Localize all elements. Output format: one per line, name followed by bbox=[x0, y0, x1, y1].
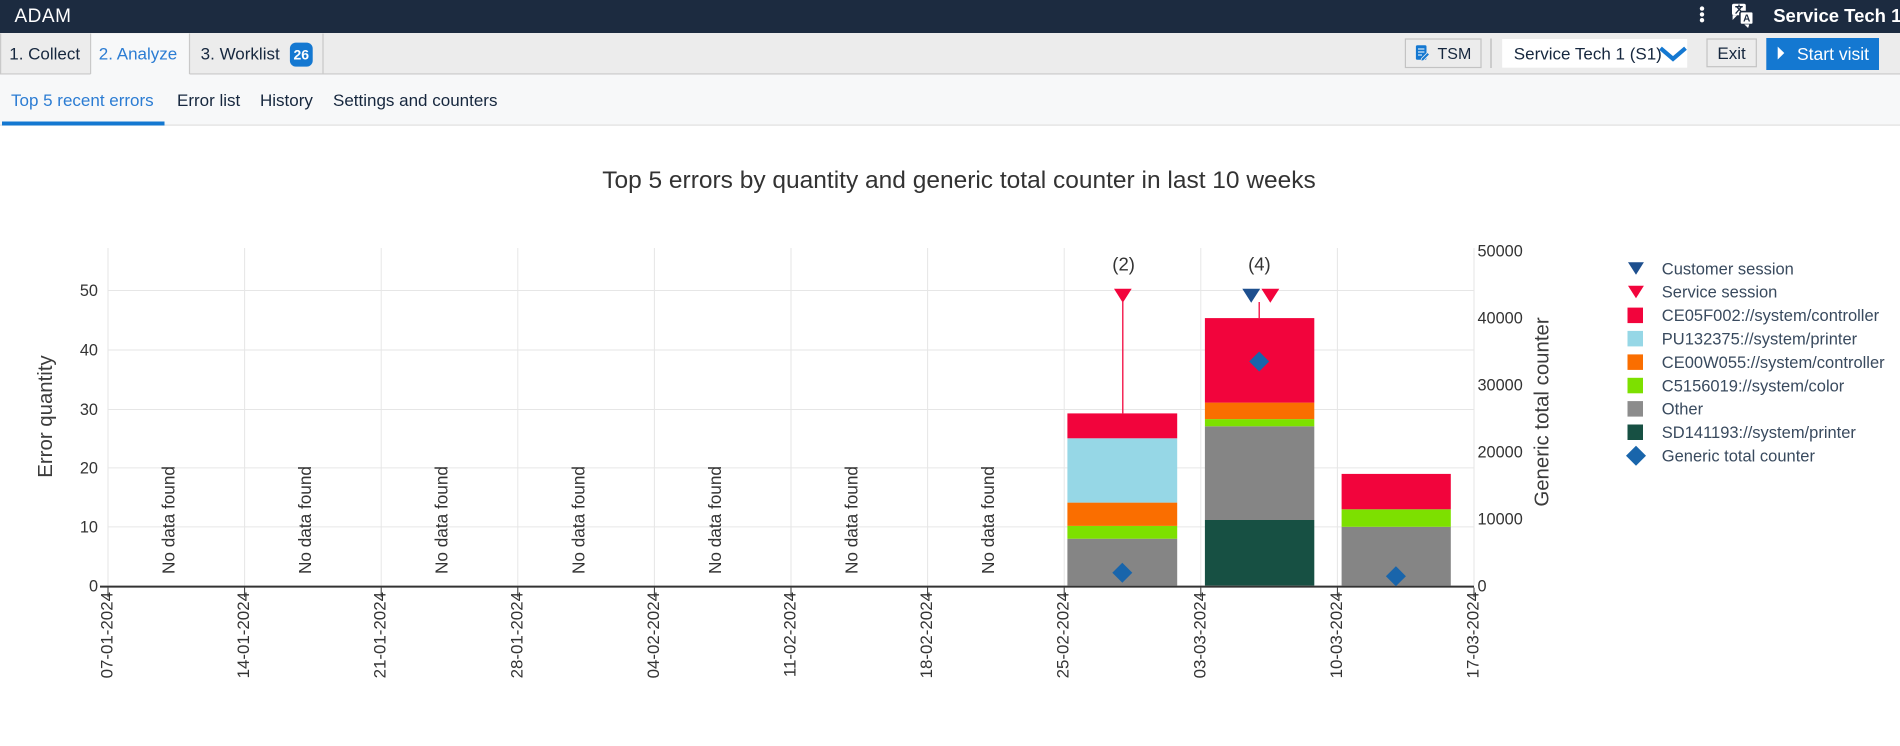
svg-text:No data found: No data found bbox=[978, 466, 998, 574]
svg-text:40: 40 bbox=[80, 342, 98, 360]
svg-text:17-03-2024: 17-03-2024 bbox=[1464, 592, 1483, 678]
svg-text:(4): (4) bbox=[1248, 254, 1271, 275]
svg-text:Top 5 errors by quantity and g: Top 5 errors by quantity and generic tot… bbox=[602, 167, 1316, 194]
svg-text:07-01-2024: 07-01-2024 bbox=[98, 592, 117, 678]
svg-text:Other: Other bbox=[1662, 401, 1704, 419]
svg-text:Service Tech 1 (S1): Service Tech 1 (S1) bbox=[1514, 45, 1662, 64]
svg-text:No data found: No data found bbox=[842, 466, 862, 574]
svg-text:A: A bbox=[1743, 14, 1750, 25]
svg-text:20000: 20000 bbox=[1478, 443, 1523, 461]
svg-text:0: 0 bbox=[89, 577, 98, 595]
svg-text:PU132375://system/printer: PU132375://system/printer bbox=[1662, 331, 1858, 349]
svg-text:21-01-2024: 21-01-2024 bbox=[371, 592, 390, 678]
svg-text:10-03-2024: 10-03-2024 bbox=[1327, 592, 1346, 678]
svg-text:CE05F002://system/controller: CE05F002://system/controller bbox=[1662, 307, 1880, 325]
svg-text:C5156019://system/color: C5156019://system/color bbox=[1662, 377, 1845, 395]
svg-text:10: 10 bbox=[80, 519, 98, 537]
svg-text:10000: 10000 bbox=[1478, 510, 1523, 528]
svg-text:18-02-2024: 18-02-2024 bbox=[917, 592, 936, 678]
svg-text:ADAM: ADAM bbox=[15, 6, 72, 27]
svg-text:26: 26 bbox=[294, 47, 310, 63]
svg-text:No data found: No data found bbox=[432, 466, 452, 574]
svg-text:No data found: No data found bbox=[568, 466, 588, 574]
svg-text:1. Collect: 1. Collect bbox=[9, 45, 80, 64]
svg-text:(2): (2) bbox=[1112, 254, 1135, 275]
svg-text:CE00W055://system/controller: CE00W055://system/controller bbox=[1662, 354, 1885, 372]
svg-text:2. Analyze: 2. Analyze bbox=[99, 45, 177, 64]
svg-text:Start visit: Start visit bbox=[1797, 44, 1869, 64]
svg-text:No data found: No data found bbox=[705, 466, 725, 574]
svg-text:Error quantity: Error quantity bbox=[35, 355, 57, 478]
svg-text:50: 50 bbox=[80, 282, 98, 300]
svg-text:TSM: TSM bbox=[1438, 46, 1472, 63]
svg-text:No data found: No data found bbox=[159, 466, 179, 574]
svg-text:28-01-2024: 28-01-2024 bbox=[507, 592, 526, 678]
svg-text:25-02-2024: 25-02-2024 bbox=[1054, 592, 1073, 678]
svg-text:20: 20 bbox=[80, 460, 98, 478]
svg-text:Customer session: Customer session bbox=[1662, 260, 1794, 278]
svg-text:14-01-2024: 14-01-2024 bbox=[234, 592, 253, 678]
svg-text:0: 0 bbox=[1478, 577, 1487, 595]
svg-text:11-02-2024: 11-02-2024 bbox=[781, 592, 800, 677]
svg-text:Service session: Service session bbox=[1662, 284, 1778, 302]
svg-text:3. Worklist: 3. Worklist bbox=[201, 45, 280, 64]
svg-text:03-03-2024: 03-03-2024 bbox=[1190, 592, 1209, 678]
svg-text:Error list: Error list bbox=[177, 91, 241, 110]
svg-text:30: 30 bbox=[80, 401, 98, 419]
svg-text:Settings and counters: Settings and counters bbox=[333, 91, 497, 110]
svg-text:History: History bbox=[260, 91, 313, 110]
svg-text:30000: 30000 bbox=[1478, 377, 1523, 395]
svg-text:Generic total counter: Generic total counter bbox=[1532, 317, 1554, 506]
svg-text:SD141193://system/printer: SD141193://system/printer bbox=[1662, 424, 1857, 442]
svg-text:Generic total counter: Generic total counter bbox=[1662, 448, 1816, 466]
svg-text:No data found: No data found bbox=[295, 466, 315, 574]
svg-text:50000: 50000 bbox=[1478, 243, 1523, 261]
svg-text:Top 5 recent errors: Top 5 recent errors bbox=[11, 91, 154, 110]
svg-text:Service Tech 1: Service Tech 1 bbox=[1773, 5, 1900, 26]
svg-text:04-02-2024: 04-02-2024 bbox=[644, 592, 663, 678]
svg-text:40000: 40000 bbox=[1478, 310, 1523, 328]
svg-text:Exit: Exit bbox=[1717, 44, 1746, 63]
